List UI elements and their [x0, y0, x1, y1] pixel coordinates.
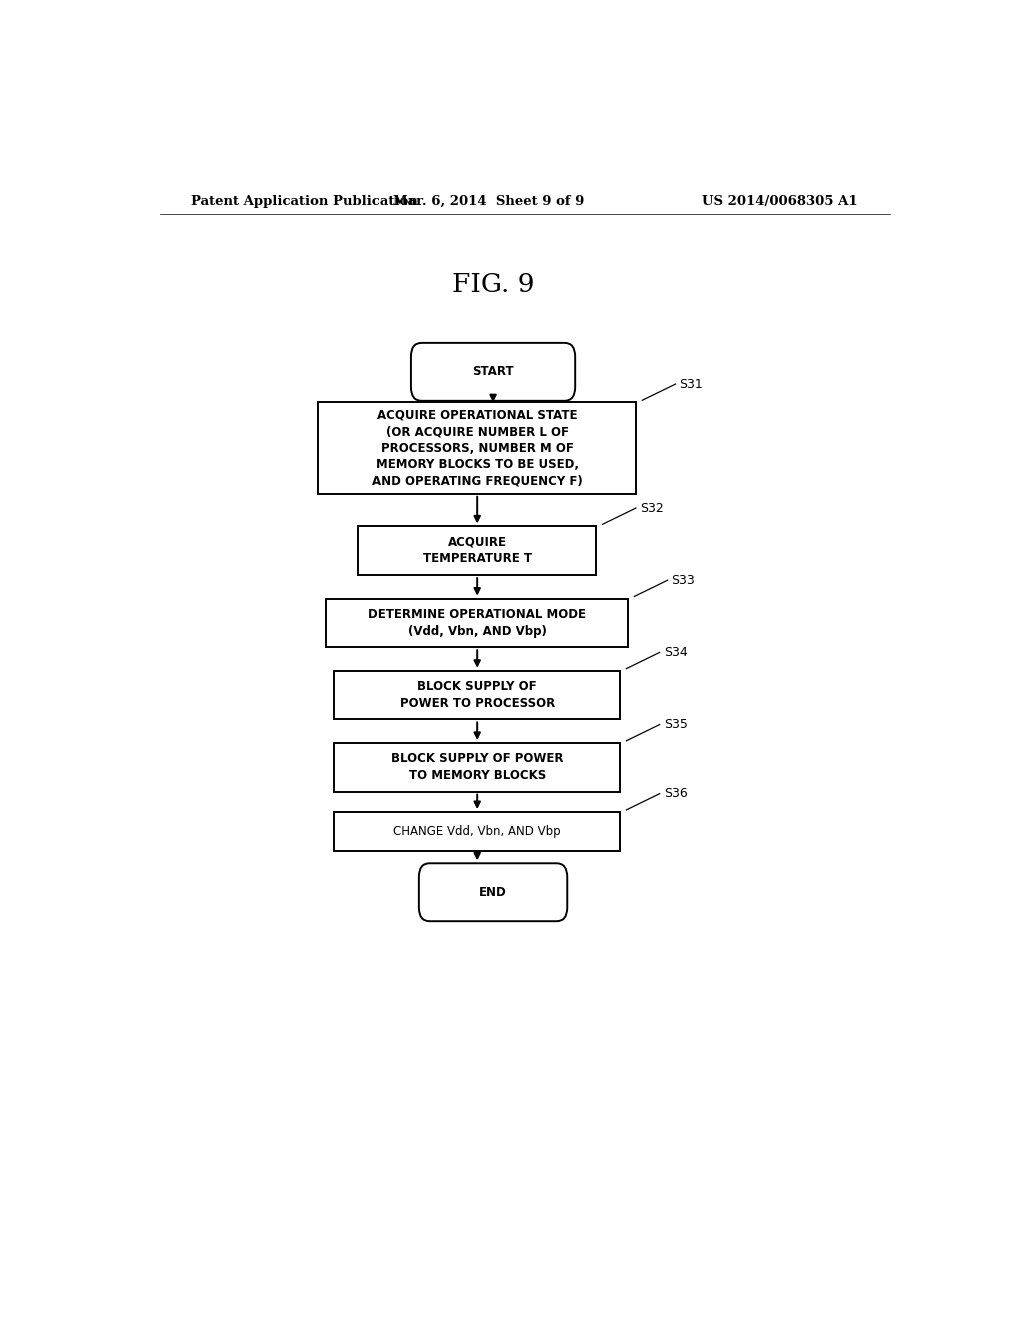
- Bar: [327, 598, 628, 647]
- Bar: [358, 527, 596, 576]
- Text: S36: S36: [664, 787, 687, 800]
- Text: S32: S32: [640, 502, 664, 515]
- Text: S33: S33: [672, 574, 695, 586]
- Text: BLOCK SUPPLY OF
POWER TO PROCESSOR: BLOCK SUPPLY OF POWER TO PROCESSOR: [399, 680, 555, 710]
- Text: END: END: [479, 886, 507, 899]
- Text: FIG. 9: FIG. 9: [452, 272, 535, 297]
- Bar: [334, 812, 620, 850]
- Text: ACQUIRE OPERATIONAL STATE
(OR ACQUIRE NUMBER L OF
PROCESSORS, NUMBER M OF
MEMORY: ACQUIRE OPERATIONAL STATE (OR ACQUIRE NU…: [372, 409, 583, 487]
- Bar: [334, 743, 620, 792]
- Text: DETERMINE OPERATIONAL MODE
(Vdd, Vbn, AND Vbp): DETERMINE OPERATIONAL MODE (Vdd, Vbn, AN…: [369, 609, 586, 638]
- Text: S34: S34: [664, 645, 687, 659]
- Bar: [318, 403, 636, 494]
- Text: S35: S35: [664, 718, 687, 731]
- FancyBboxPatch shape: [419, 863, 567, 921]
- Text: BLOCK SUPPLY OF POWER
TO MEMORY BLOCKS: BLOCK SUPPLY OF POWER TO MEMORY BLOCKS: [391, 752, 563, 781]
- Text: Mar. 6, 2014  Sheet 9 of 9: Mar. 6, 2014 Sheet 9 of 9: [393, 194, 585, 207]
- Text: START: START: [472, 366, 514, 379]
- Text: CHANGE Vdd, Vbn, AND Vbp: CHANGE Vdd, Vbn, AND Vbp: [393, 825, 561, 838]
- Text: Patent Application Publication: Patent Application Publication: [191, 194, 418, 207]
- Bar: [334, 671, 620, 719]
- Text: US 2014/0068305 A1: US 2014/0068305 A1: [702, 194, 858, 207]
- Text: S31: S31: [680, 378, 703, 391]
- FancyBboxPatch shape: [411, 343, 575, 401]
- Text: ACQUIRE
TEMPERATURE T: ACQUIRE TEMPERATURE T: [423, 536, 531, 565]
